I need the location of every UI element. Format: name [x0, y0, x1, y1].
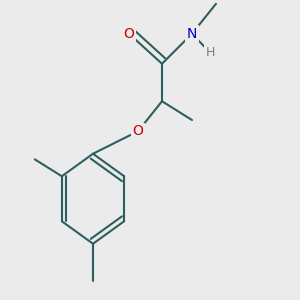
Text: H: H — [205, 46, 215, 59]
Text: O: O — [124, 27, 134, 41]
Text: O: O — [133, 124, 143, 138]
Text: N: N — [187, 27, 197, 41]
